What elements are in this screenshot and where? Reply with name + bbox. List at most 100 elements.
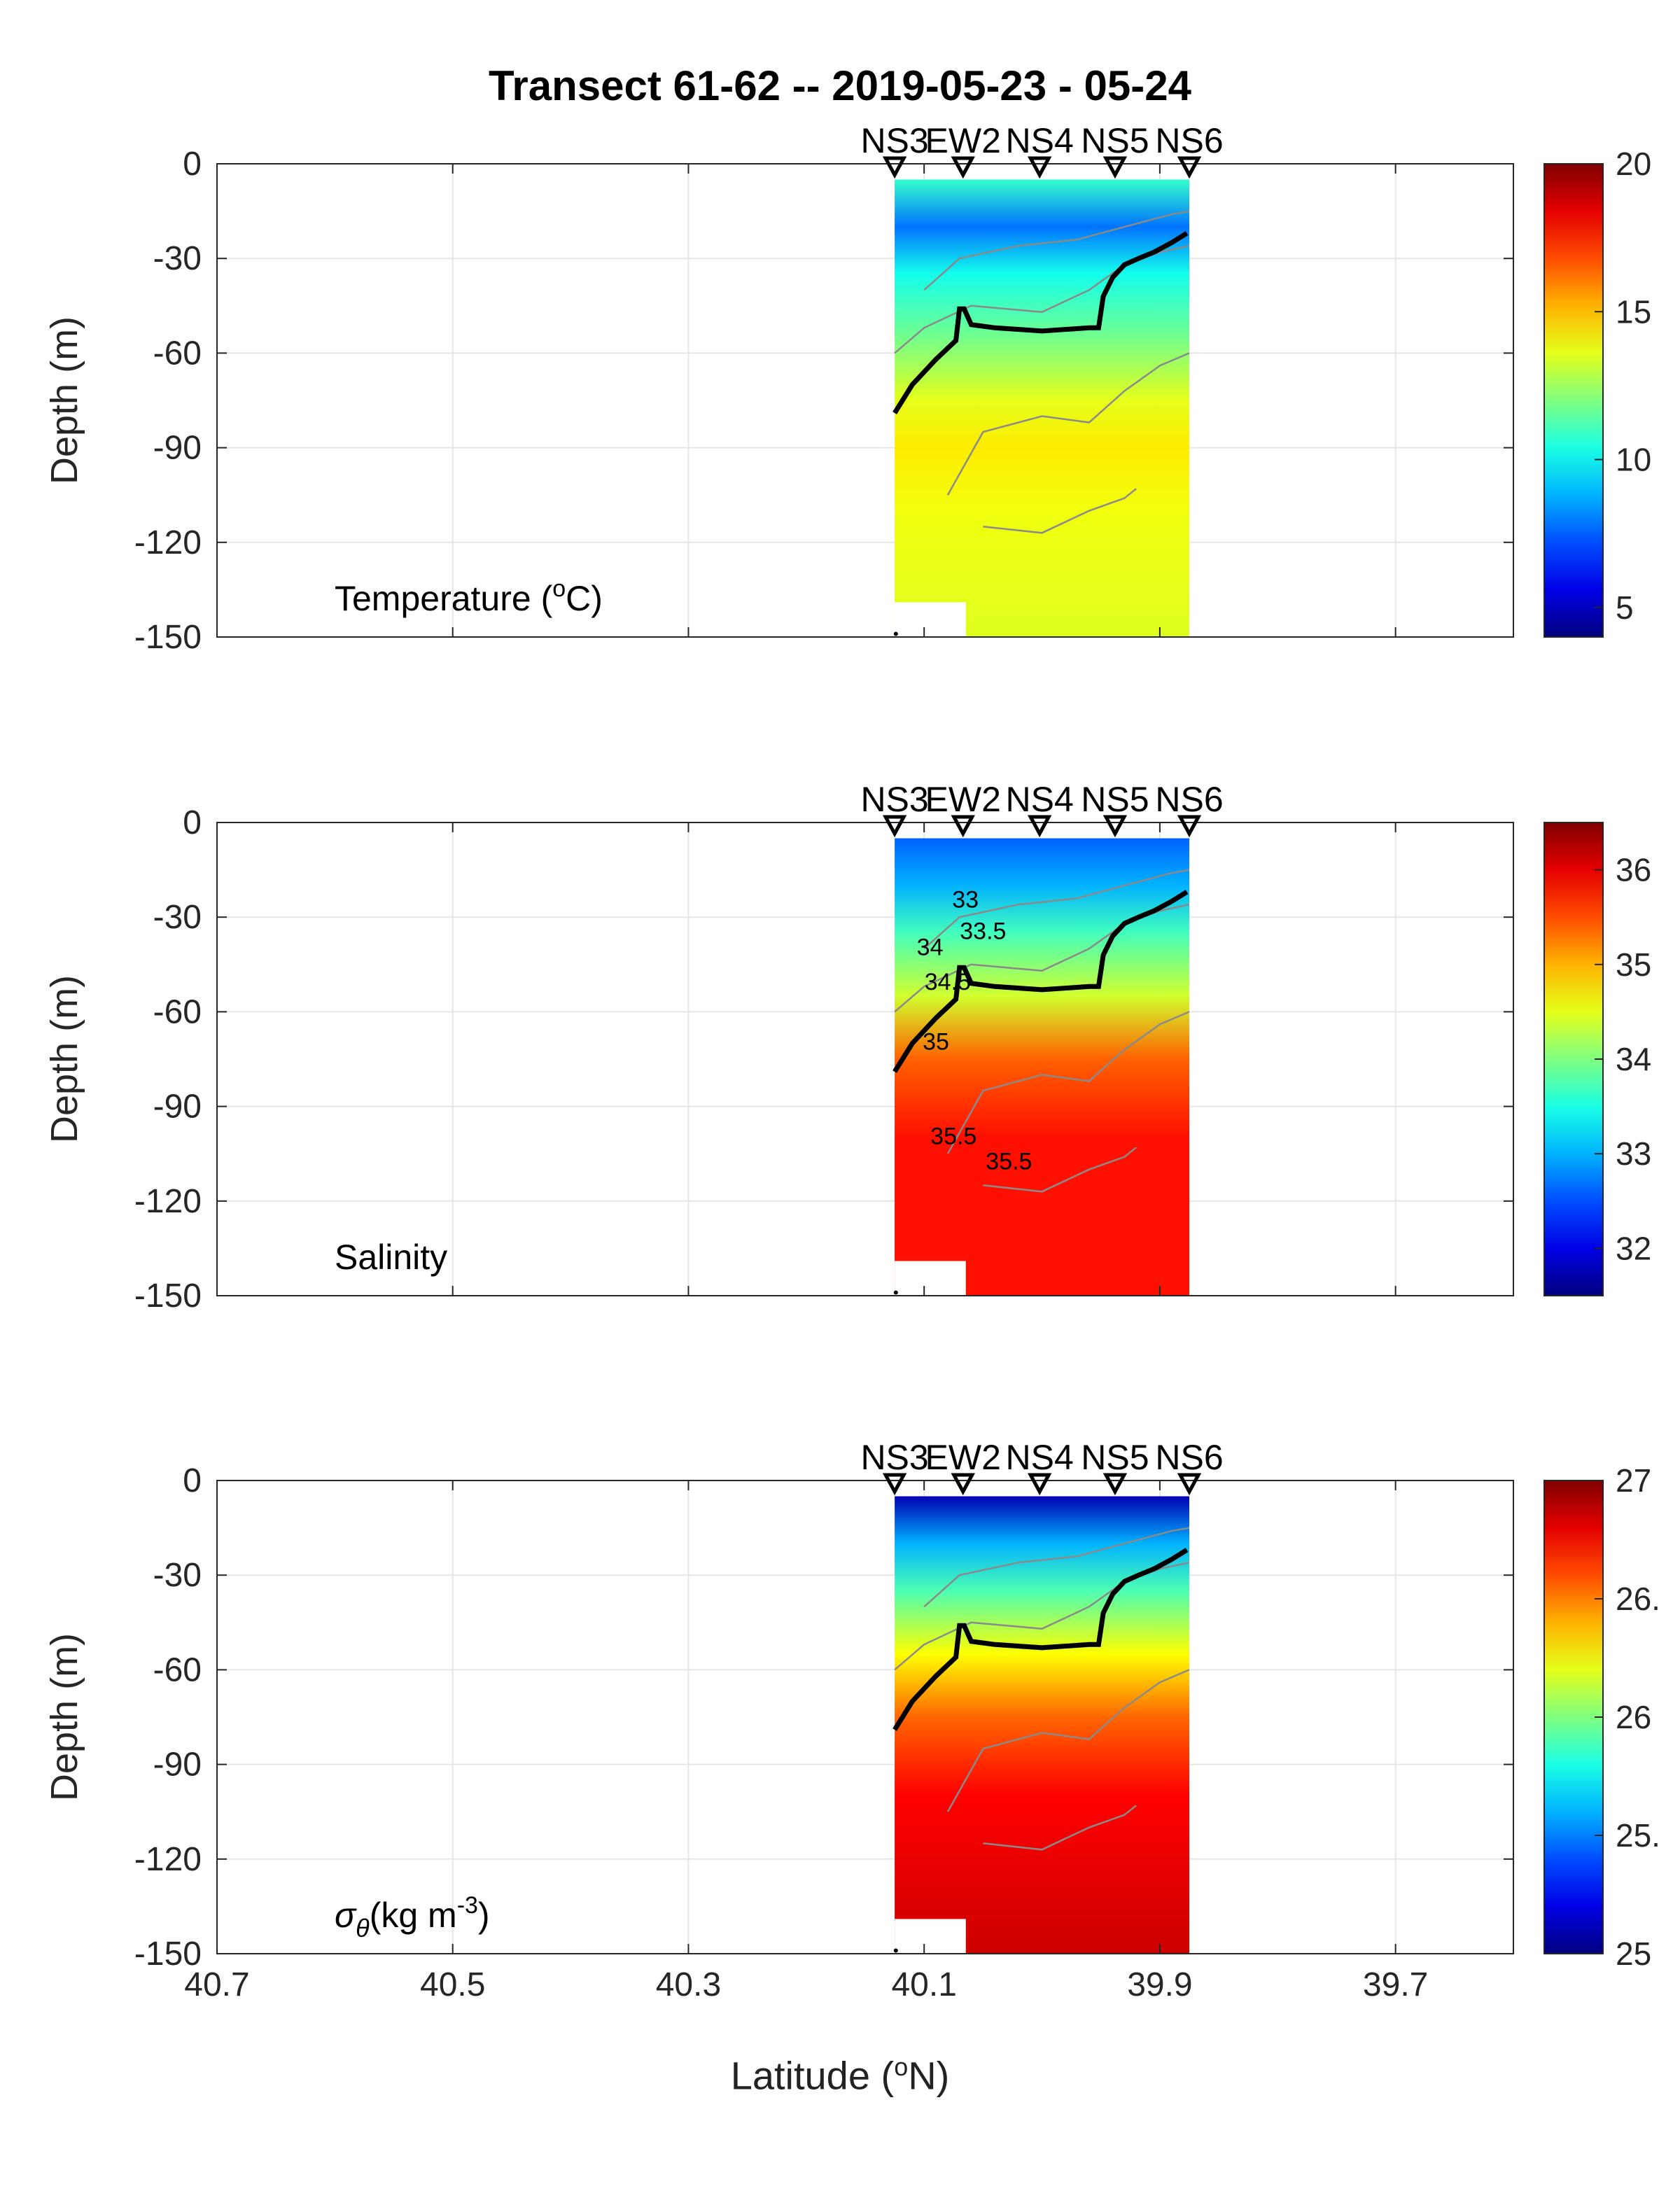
colorbar-tick-label: 33	[1616, 1135, 1651, 1172]
station-label-ns6: NS6	[1155, 780, 1223, 819]
station-marker	[882, 156, 907, 179]
colorbar-tick-label: 25.	[1616, 1817, 1660, 1854]
contour-line	[946, 1669, 1190, 1812]
station-label-ns4: NS4	[1006, 121, 1074, 160]
y-tick-label: 0	[183, 804, 202, 841]
x-tick-label: 39.9	[1127, 1966, 1192, 2003]
station-marker	[1102, 156, 1128, 179]
y-tick-label: -90	[153, 1746, 202, 1784]
station-marker	[1027, 815, 1052, 838]
x-axis-label: Latitude (oN)	[730, 2052, 950, 2098]
contour-line	[923, 1527, 1190, 1608]
y-tick-label: -60	[153, 335, 202, 372]
colorbar-tick-label: 15	[1616, 293, 1651, 330]
station-label-ns6: NS6	[1155, 121, 1223, 160]
figure-title: Transect 61-62 -- 2019-05-23 - 05-24	[489, 62, 1191, 109]
y-axis-label: Depth (m)	[43, 975, 85, 1143]
contour-line	[983, 1805, 1137, 1851]
colorbar-tick-label: 35	[1616, 946, 1651, 983]
y-tick-label: -120	[134, 1841, 202, 1878]
station-marker	[1102, 1473, 1128, 1496]
colorbar-tick-label: 34	[1616, 1041, 1651, 1077]
colorbar-tick-label: 26	[1616, 1699, 1651, 1735]
axes-box	[216, 163, 1514, 638]
contour-label: 35.5	[986, 1149, 1032, 1175]
station-label-ew2: EW2	[925, 780, 1001, 819]
colorbar-tick-label: 10	[1616, 442, 1651, 478]
station-marker	[1177, 156, 1202, 179]
colorbar-tick-label: 32	[1616, 1230, 1651, 1266]
x-tick-label: 40.1	[891, 1966, 956, 2003]
station-label-ns5: NS5	[1081, 1438, 1149, 1477]
colorbar	[1544, 1480, 1604, 1954]
y-tick-label: -120	[134, 524, 202, 561]
colorbar-tick-label: 36	[1616, 852, 1651, 888]
x-tick-label: 39.7	[1363, 1966, 1428, 2003]
y-axis-label: Depth (m)	[43, 316, 85, 484]
y-tick-label: -90	[153, 430, 202, 467]
axes-box	[216, 822, 1514, 1296]
station-marker	[951, 156, 975, 179]
colorbar-tick-label: 5	[1616, 589, 1634, 626]
y-tick-label: -30	[153, 1557, 202, 1594]
y-axis-label: Depth (m)	[43, 1633, 85, 1801]
station-marker	[951, 1473, 975, 1496]
colorbar	[1544, 822, 1604, 1296]
y-tick-label: -30	[153, 240, 202, 277]
contour-label: 33.5	[960, 918, 1006, 945]
colorbar-tick-label: 25	[1616, 1935, 1651, 1972]
panel-salinity: 33 33.5 34 34.5 35 35.5 35.5 0 -30 -60 -90 -120 -150…	[43, 780, 1651, 1315]
contour-line	[946, 1011, 1190, 1154]
contour-line	[983, 1147, 1137, 1193]
station-marker	[1027, 1473, 1052, 1496]
station-marker	[1177, 1473, 1202, 1496]
no-data-notch	[895, 602, 966, 638]
contour-line	[946, 352, 1190, 496]
station-marker	[1102, 815, 1128, 838]
station-label-ns6: NS6	[1155, 1438, 1223, 1477]
bottom-marker	[893, 1290, 898, 1295]
station-label-ns3: NS3	[860, 121, 928, 160]
contour-label: 35	[923, 1028, 949, 1055]
panel-potential-density: 40.7 40.5 40.3 40.1 39.9 39.7 0 -30 -60 -90 -120 -1…	[43, 1438, 1660, 2003]
contour-label: 35.5	[930, 1124, 976, 1150]
bottom-marker	[893, 631, 898, 636]
colorbar	[1544, 163, 1604, 638]
station-label-ew2: EW2	[925, 1438, 1001, 1477]
y-tick-label: -120	[134, 1183, 202, 1220]
colorbar-tick-label: 26.	[1616, 1581, 1660, 1617]
y-tick-label: -150	[134, 1278, 202, 1315]
colorbar-tick-label: 27	[1616, 1462, 1651, 1499]
data-field	[895, 838, 1189, 1296]
station-label-ns4: NS4	[1006, 1438, 1074, 1477]
contour-lines	[894, 1527, 1190, 1851]
station-label-ns5: NS5	[1081, 780, 1149, 819]
no-data-notch	[895, 1919, 966, 1954]
contour-label: 33	[952, 887, 979, 913]
variable-label: σθ(kg m-3)	[335, 1892, 490, 1942]
station-marker	[951, 815, 975, 838]
contour-label: 34.5	[925, 969, 971, 995]
y-tick-label: 0	[183, 1462, 202, 1499]
x-tick-label: 40.7	[184, 1966, 249, 2003]
axes-box	[216, 1480, 1514, 1954]
y-tick-label: -30	[153, 899, 202, 936]
y-tick-label: -150	[134, 1935, 202, 1973]
station-label-ns5: NS5	[1081, 121, 1149, 160]
y-tick-label: -150	[134, 619, 202, 656]
y-tick-label: -90	[153, 1088, 202, 1126]
y-tick-label: 0	[183, 146, 202, 183]
data-field	[895, 1496, 1189, 1954]
station-label-ns3: NS3	[860, 780, 928, 819]
y-tick-label: -60	[153, 1651, 202, 1688]
contour-line	[923, 210, 1190, 291]
station-marker	[1027, 156, 1052, 179]
station-label-ns4: NS4	[1006, 780, 1074, 819]
station-marker	[882, 815, 907, 838]
contour-label: 34	[917, 934, 944, 960]
station-marker	[882, 1473, 907, 1496]
mixed-layer-depth-line	[892, 231, 1189, 414]
contour-line	[983, 488, 1137, 534]
